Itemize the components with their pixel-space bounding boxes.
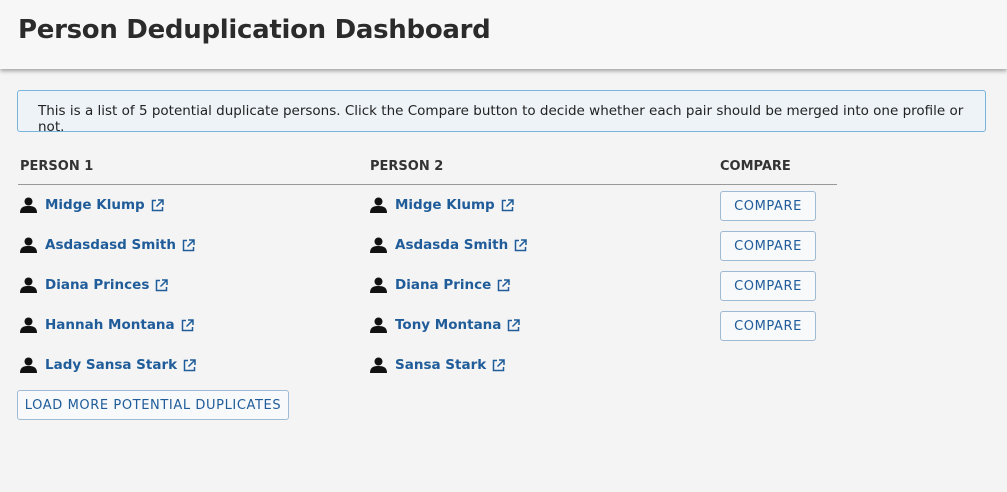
external-link-icon[interactable] — [183, 358, 196, 372]
person-link[interactable]: Diana Princes — [45, 277, 150, 293]
column-header: PERSON 2 — [370, 159, 444, 174]
column-header: PERSON 1 — [20, 159, 94, 174]
external-link-icon[interactable] — [151, 198, 164, 212]
notice-text: This is a list of 5 potential duplicate … — [38, 103, 964, 135]
person-link[interactable]: Hannah Montana — [45, 317, 175, 333]
person-cell: Asdasda Smith — [370, 235, 527, 255]
external-link-icon[interactable] — [514, 238, 527, 252]
person-icon — [20, 237, 37, 253]
load-more-button[interactable]: LOAD MORE POTENTIAL DUPLICATES — [17, 390, 289, 420]
person-icon — [20, 277, 37, 293]
compare-button[interactable]: COMPARE — [720, 231, 816, 261]
compare-button[interactable]: COMPARE — [720, 271, 816, 301]
person-cell: Midge Klump — [370, 195, 514, 215]
compare-button[interactable]: COMPARE — [720, 311, 816, 341]
column-header: COMPARE — [720, 159, 791, 174]
person-cell: Lady Sansa Stark — [20, 355, 196, 375]
person-link[interactable]: Midge Klump — [395, 197, 495, 213]
header-rule — [18, 184, 837, 185]
person-cell: Asdasdasd Smith — [20, 235, 195, 255]
external-link-icon[interactable] — [497, 278, 511, 292]
external-link-icon[interactable] — [182, 238, 195, 252]
person-link[interactable]: Sansa Stark — [395, 357, 487, 373]
compare-button[interactable]: COMPARE — [720, 191, 816, 221]
person-link[interactable]: Midge Klump — [45, 197, 145, 213]
person-link[interactable]: Diana Prince — [395, 277, 492, 293]
person-icon — [370, 197, 387, 213]
info-notice: This is a list of 5 potential duplicate … — [17, 90, 986, 135]
person-cell: Diana Princes — [20, 275, 169, 295]
person-link[interactable]: Asdasda Smith — [395, 237, 509, 253]
person-icon — [370, 237, 387, 253]
person-icon — [370, 277, 387, 293]
external-link-icon[interactable] — [492, 358, 505, 372]
external-link-icon[interactable] — [181, 318, 194, 332]
person-link[interactable]: Tony Montana — [395, 317, 502, 333]
person-icon — [20, 317, 37, 333]
person-icon — [370, 357, 387, 373]
external-link-icon[interactable] — [501, 198, 514, 212]
person-link[interactable]: Lady Sansa Stark — [45, 357, 178, 373]
person-cell: Sansa Stark — [370, 355, 505, 375]
person-icon — [370, 317, 387, 333]
person-icon — [20, 357, 37, 373]
person-cell: Hannah Montana — [20, 315, 194, 335]
person-icon — [20, 197, 37, 213]
page-title: Person Deduplication Dashboard — [18, 15, 491, 45]
person-cell: Tony Montana — [370, 315, 521, 335]
external-link-icon[interactable] — [507, 318, 521, 332]
person-cell: Midge Klump — [20, 195, 164, 215]
person-cell: Diana Prince — [370, 275, 511, 295]
external-link-icon[interactable] — [155, 278, 169, 292]
person-link[interactable]: Asdasdasd Smith — [45, 237, 176, 253]
header: Person Deduplication Dashboard — [0, 0, 1007, 69]
